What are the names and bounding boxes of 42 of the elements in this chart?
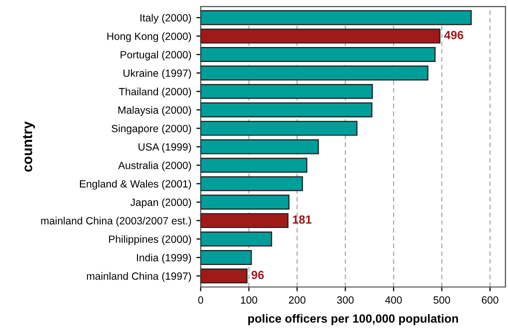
bar bbox=[200, 120, 358, 136]
bar bbox=[200, 10, 472, 26]
bar bbox=[200, 250, 252, 265]
y-tick-label: Portugal (2000) bbox=[120, 50, 191, 60]
y-tick-label: Ukraine (1997) bbox=[124, 69, 191, 79]
data-label: 96 bbox=[252, 270, 264, 280]
y-tick-label: Australia (2000) bbox=[118, 161, 191, 172]
bar bbox=[200, 84, 373, 99]
y-tick-label: Italy (2000) bbox=[140, 14, 191, 24]
bar bbox=[200, 28, 440, 44]
data-label: 496 bbox=[444, 30, 464, 40]
y-tick-label: Japan (2000) bbox=[130, 198, 191, 208]
bar bbox=[200, 139, 319, 154]
x-axis-title: police officers per 100,000 population bbox=[248, 314, 458, 326]
y-tick-label: mainland China (1997) bbox=[86, 272, 191, 282]
bar bbox=[200, 194, 290, 210]
x-tick-label: 500 bbox=[434, 296, 450, 304]
bar bbox=[200, 66, 428, 80]
bar bbox=[200, 47, 436, 62]
y-tick-label: mainland China (2003/2007 est.) bbox=[41, 216, 191, 227]
bar bbox=[200, 102, 372, 118]
x-tick-label: 200 bbox=[288, 296, 306, 304]
x-tick-label: 300 bbox=[337, 296, 354, 304]
x-tick-label: 600 bbox=[482, 296, 498, 304]
y-tick-label: USA (1999) bbox=[138, 143, 191, 153]
y-tick-label: England & Wales (2001) bbox=[80, 180, 191, 190]
bar bbox=[200, 158, 308, 173]
y-tick-label: India (1999) bbox=[137, 254, 191, 264]
y-tick-label: Singapore (2000) bbox=[112, 124, 191, 134]
bar bbox=[200, 176, 303, 192]
x-tick-label: 400 bbox=[385, 296, 402, 304]
bar bbox=[200, 213, 289, 228]
bar bbox=[200, 232, 272, 247]
y-tick-label: Thailand (2000) bbox=[118, 88, 191, 98]
x-tick-label: 0 bbox=[198, 296, 204, 304]
y-tick-label: Hong Kong (2000) bbox=[107, 32, 191, 42]
y-tick-label: Malaysia (2000) bbox=[118, 106, 191, 116]
x-tick-label: 100 bbox=[240, 296, 258, 304]
y-tick-label: Philippines (2000) bbox=[109, 235, 191, 245]
y-axis-title: country bbox=[23, 121, 35, 172]
bar bbox=[200, 268, 248, 284]
data-label: 181 bbox=[292, 215, 312, 224]
